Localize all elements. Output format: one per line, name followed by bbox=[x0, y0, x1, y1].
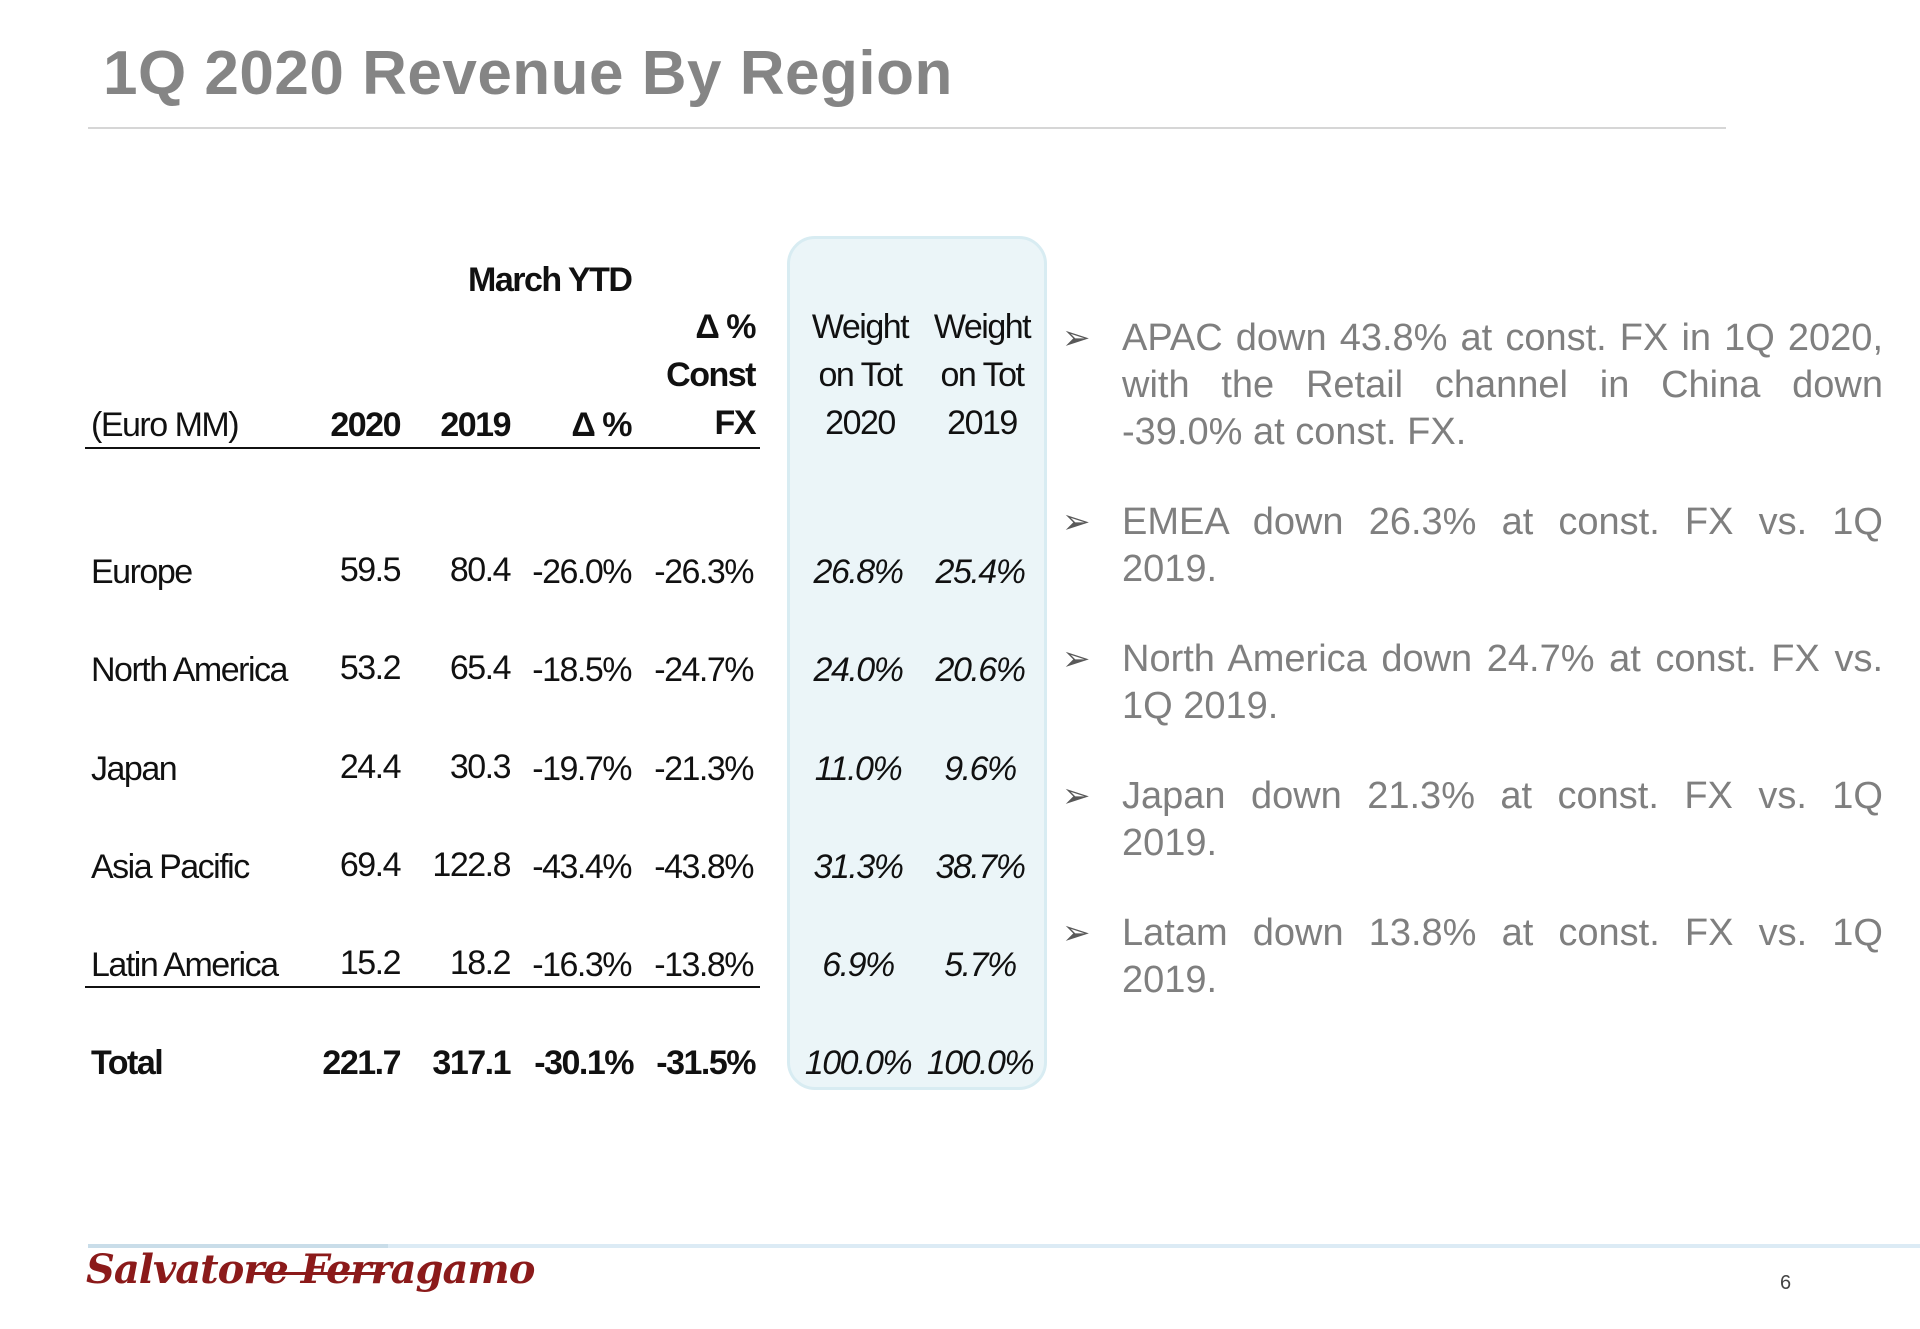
header-rule bbox=[85, 447, 760, 449]
value-2020: 24.4 bbox=[339, 748, 402, 786]
bullet-item: ➢ APAC down 43.8% at const. FX in 1Q 202… bbox=[1060, 315, 1883, 456]
bullet-text: EMEA down 26.3% at const. FX vs. 1Q 2019… bbox=[1122, 501, 1883, 590]
total-2020: 221.7 bbox=[322, 1044, 401, 1082]
value-delta: -18.5% bbox=[532, 651, 632, 689]
value-2019: 30.3 bbox=[449, 748, 512, 786]
value-2020: 15.2 bbox=[339, 944, 402, 982]
value-weight-2020: 11.0% bbox=[814, 750, 903, 788]
header-weight-2020-line3: 2020 bbox=[825, 404, 896, 442]
page-number: 6 bbox=[1780, 1272, 1792, 1294]
value-weight-2020: 26.8% bbox=[813, 553, 904, 591]
bullet-text: Latam down 13.8% at const. FX vs. 1Q 201… bbox=[1122, 912, 1883, 1001]
arrow-bullet-icon: ➢ bbox=[1062, 503, 1091, 541]
region-label: North America bbox=[91, 651, 288, 689]
value-delta: -43.4% bbox=[532, 848, 632, 886]
bullet-item: ➢ North America down 24.7% at const. FX … bbox=[1060, 636, 1883, 730]
bullet-item: ➢ EMEA down 26.3% at const. FX vs. 1Q 20… bbox=[1060, 499, 1883, 593]
logo-flourish bbox=[249, 1272, 386, 1275]
header-delta-fx-line2: Const bbox=[666, 356, 756, 394]
value-weight-2020: 6.9% bbox=[822, 946, 895, 984]
value-2020: 59.5 bbox=[339, 551, 402, 589]
region-label: Europe bbox=[91, 553, 193, 591]
value-delta-fx: -43.8% bbox=[654, 848, 754, 886]
unit-label: (Euro MM) bbox=[91, 406, 240, 444]
value-delta-fx: -26.3% bbox=[654, 553, 754, 591]
footer-divider bbox=[88, 1244, 1920, 1248]
arrow-bullet-icon: ➢ bbox=[1062, 319, 1091, 357]
bullet-item: ➢ Latam down 13.8% at const. FX vs. 1Q 2… bbox=[1060, 910, 1883, 1004]
total-weight-2020: 100.0% bbox=[804, 1044, 913, 1082]
commentary-bullets: ➢ APAC down 43.8% at const. FX in 1Q 202… bbox=[1060, 315, 1883, 1047]
value-2019: 80.4 bbox=[449, 551, 512, 589]
arrow-bullet-icon: ➢ bbox=[1062, 914, 1091, 952]
region-label: Japan bbox=[91, 750, 178, 788]
value-delta-fx: -21.3% bbox=[654, 750, 754, 788]
total-rule bbox=[85, 986, 760, 988]
value-2019: 122.8 bbox=[432, 846, 511, 884]
header-delta: Δ % bbox=[571, 406, 632, 444]
total-delta: -30.1% bbox=[534, 1044, 634, 1082]
header-2019: 2019 bbox=[440, 406, 511, 444]
value-delta: -26.0% bbox=[532, 553, 632, 591]
header-weight-2019-line3: 2019 bbox=[947, 404, 1018, 442]
value-weight-2019: 20.6% bbox=[935, 651, 1026, 689]
value-weight-2019: 25.4% bbox=[935, 553, 1026, 591]
header-weight-2020-line1: Weight bbox=[811, 308, 910, 346]
header-weight-2019-line2: on Tot bbox=[940, 356, 1025, 394]
slide-title: 1Q 2020 Revenue By Region bbox=[103, 39, 953, 108]
bullet-text: North America down 24.7% at const. FX vs… bbox=[1122, 638, 1883, 727]
group-header: March YTD bbox=[468, 261, 633, 299]
value-weight-2020: 31.3% bbox=[813, 848, 904, 886]
bullet-item: ➢ Japan down 21.3% at const. FX vs. 1Q 2… bbox=[1060, 773, 1883, 867]
arrow-bullet-icon: ➢ bbox=[1062, 640, 1091, 678]
value-weight-2020: 24.0% bbox=[813, 651, 904, 689]
header-delta-fx-line1: Δ % bbox=[695, 308, 756, 346]
total-label: Total bbox=[91, 1044, 164, 1082]
value-2020: 53.2 bbox=[339, 649, 402, 687]
value-delta: -16.3% bbox=[532, 946, 632, 984]
total-weight-2019: 100.0% bbox=[926, 1044, 1035, 1082]
bullet-text: Japan down 21.3% at const. FX vs. 1Q 201… bbox=[1122, 775, 1883, 864]
value-2019: 18.2 bbox=[449, 944, 512, 982]
value-delta-fx: -24.7% bbox=[654, 651, 754, 689]
header-weight-2020-line2: on Tot bbox=[818, 356, 903, 394]
footer-divider-accent bbox=[88, 1244, 388, 1248]
value-weight-2019: 9.6% bbox=[944, 750, 1017, 788]
region-label: Asia Pacific bbox=[91, 848, 250, 886]
value-delta: -19.7% bbox=[532, 750, 632, 788]
total-delta-fx: -31.5% bbox=[656, 1044, 756, 1082]
header-2020: 2020 bbox=[330, 406, 401, 444]
arrow-bullet-icon: ➢ bbox=[1062, 777, 1091, 815]
value-weight-2019: 5.7% bbox=[944, 946, 1017, 984]
header-weight-2019-line1: Weight bbox=[933, 308, 1032, 346]
value-2019: 65.4 bbox=[449, 649, 512, 687]
title-divider bbox=[88, 127, 1726, 129]
region-label: Latin America bbox=[91, 946, 279, 984]
header-delta-fx-line3: FX bbox=[714, 404, 757, 442]
value-delta-fx: -13.8% bbox=[654, 946, 754, 984]
bullet-text: APAC down 43.8% at const. FX in 1Q 2020,… bbox=[1122, 317, 1883, 453]
total-2019: 317.1 bbox=[432, 1044, 511, 1082]
value-2020: 69.4 bbox=[339, 846, 402, 884]
weight-columns-highlight bbox=[787, 236, 1047, 1090]
value-weight-2019: 38.7% bbox=[935, 848, 1026, 886]
brand-logo: Salvatore Ferragamo bbox=[86, 1246, 535, 1293]
